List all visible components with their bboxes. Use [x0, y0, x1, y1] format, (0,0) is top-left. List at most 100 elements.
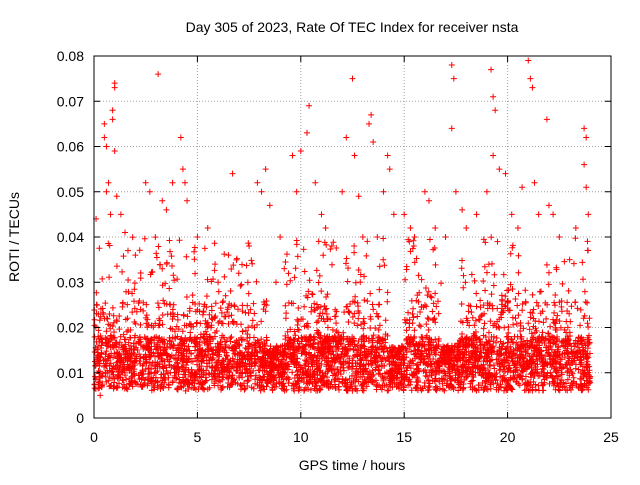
data-point — [131, 280, 138, 287]
data-point — [253, 349, 260, 356]
data-point — [403, 266, 410, 273]
data-point — [168, 342, 175, 349]
data-point — [133, 308, 140, 315]
data-point — [572, 365, 579, 372]
data-point — [554, 333, 561, 340]
data-point — [568, 357, 575, 364]
data-point — [543, 261, 550, 268]
data-point — [357, 271, 364, 278]
data-point — [509, 285, 516, 292]
data-point — [446, 366, 453, 373]
data-point — [426, 236, 433, 243]
data-point-outlier — [246, 243, 253, 250]
data-point — [574, 305, 581, 312]
data-point — [379, 336, 386, 343]
data-point-outlier — [527, 75, 534, 82]
data-point — [528, 330, 535, 337]
data-point — [480, 325, 487, 332]
data-point — [505, 287, 512, 294]
data-point-outlier — [529, 84, 536, 91]
data-point — [537, 337, 544, 344]
data-point — [224, 309, 231, 316]
data-point — [345, 308, 352, 315]
data-point — [578, 382, 585, 389]
data-point — [528, 339, 535, 346]
data-point — [211, 267, 218, 274]
data-point — [153, 250, 160, 257]
data-point — [258, 362, 265, 369]
data-point — [375, 370, 382, 377]
data-point — [362, 365, 369, 372]
data-point — [351, 249, 358, 256]
data-point — [105, 353, 112, 360]
data-point — [301, 303, 308, 310]
data-point — [163, 301, 170, 308]
data-point — [491, 271, 498, 278]
data-point — [174, 386, 181, 393]
data-point — [418, 343, 425, 350]
data-point — [253, 278, 260, 285]
data-point — [401, 368, 408, 375]
data-point — [534, 347, 541, 354]
data-point — [202, 328, 209, 335]
data-point — [183, 293, 190, 300]
data-point — [436, 355, 443, 362]
data-point-outlier — [122, 229, 129, 236]
y-tick-label: 0.01 — [57, 365, 84, 381]
data-point-outlier — [531, 179, 538, 186]
data-point — [561, 326, 568, 333]
data-point — [179, 328, 186, 335]
data-point — [189, 292, 196, 299]
data-point — [113, 339, 120, 346]
data-point — [226, 300, 233, 307]
data-point — [169, 309, 176, 316]
data-point — [296, 384, 303, 391]
data-point — [169, 345, 176, 352]
data-point — [159, 311, 166, 318]
data-point — [528, 362, 535, 369]
data-point — [409, 245, 416, 252]
data-point — [473, 303, 480, 310]
data-point — [475, 382, 482, 389]
data-point — [354, 322, 361, 329]
data-point — [394, 353, 401, 360]
data-point — [564, 387, 571, 394]
data-point — [311, 300, 318, 307]
data-point — [175, 326, 182, 333]
data-point — [105, 377, 112, 384]
data-point — [536, 333, 543, 340]
data-point — [437, 352, 444, 359]
data-point — [283, 281, 290, 288]
data-point — [386, 353, 393, 360]
data-point — [494, 380, 501, 387]
data-point-outlier — [304, 129, 311, 136]
data-point — [300, 246, 307, 253]
data-point-outlier — [349, 75, 356, 82]
data-point — [510, 321, 517, 328]
data-point — [293, 237, 300, 244]
data-point — [551, 348, 558, 355]
data-point — [481, 344, 488, 351]
data-point — [510, 346, 517, 353]
y-tick-label: 0.05 — [57, 184, 84, 200]
data-point — [485, 261, 492, 268]
data-point — [400, 381, 407, 388]
data-point — [262, 351, 269, 358]
data-point — [405, 309, 412, 316]
data-point — [479, 312, 486, 319]
data-point — [187, 334, 194, 341]
data-point — [488, 234, 495, 241]
data-point — [458, 300, 465, 307]
data-point — [215, 348, 222, 355]
data-point — [163, 345, 170, 352]
data-point — [300, 343, 307, 350]
data-point-outlier — [155, 71, 162, 78]
data-point — [328, 378, 335, 385]
data-point — [118, 354, 125, 361]
data-point — [197, 349, 204, 356]
data-point — [281, 383, 288, 390]
data-point — [351, 320, 358, 327]
data-point — [497, 381, 504, 388]
data-point — [174, 276, 181, 283]
data-point — [374, 346, 381, 353]
